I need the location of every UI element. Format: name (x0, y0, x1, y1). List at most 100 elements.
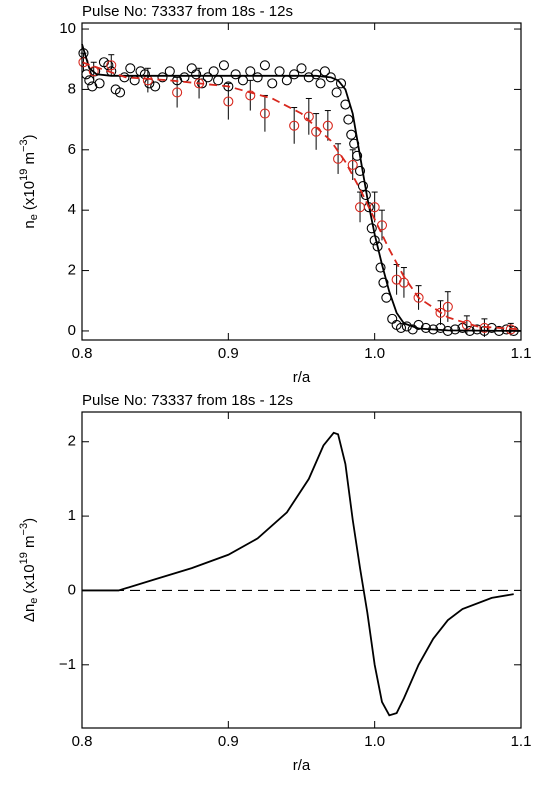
fit-line (81, 43, 522, 332)
y-axis-label-part: n (21, 220, 38, 228)
data-point (103, 60, 114, 71)
chart-title: Pulse No: 73337 from 18s - 12s (82, 392, 293, 409)
y-tick-label: 6 (68, 141, 76, 158)
data-point (472, 324, 483, 335)
y-axis-label-part: (x10 (21, 564, 38, 593)
y-axis-label-part: ) (21, 134, 38, 139)
data-point (372, 241, 383, 252)
y-axis-label-part: −3 (18, 139, 30, 152)
data-point (164, 66, 175, 77)
data-point (387, 313, 398, 324)
data-point (354, 202, 366, 213)
data-point (237, 75, 249, 86)
data-point (346, 129, 357, 140)
chart-title: Pulse No: 73337 from 18s - 12s (82, 3, 293, 20)
data-point (395, 322, 407, 333)
data-point (354, 165, 366, 176)
data-point (289, 120, 300, 131)
data-point (435, 307, 446, 318)
data-point (172, 87, 183, 98)
data-point (347, 159, 358, 170)
data-point (311, 69, 322, 80)
x-tick-label: 0.9 (218, 345, 239, 362)
data-point (157, 72, 168, 83)
data-point (191, 69, 202, 80)
y-axis-label-part: m (21, 535, 38, 552)
data-point (343, 114, 354, 125)
data-point (296, 63, 307, 74)
x-tick-label: 0.8 (72, 345, 93, 362)
y-axis-label-part: m (21, 152, 38, 169)
data-point (87, 81, 98, 92)
data-point (281, 75, 292, 86)
data-point (223, 96, 234, 107)
data-point (186, 63, 197, 74)
y-tick-label: 4 (68, 201, 76, 218)
x-axis-label: r/a (293, 757, 311, 774)
data-point (252, 72, 263, 83)
y-tick-label: 0 (68, 581, 76, 598)
data-point (208, 66, 219, 77)
y-axis-label-part: e (28, 598, 40, 604)
fit-line (81, 61, 522, 331)
data-point (245, 66, 256, 77)
data-point (218, 60, 229, 71)
data-point (357, 180, 369, 192)
x-tick-label: 1.0 (364, 345, 385, 362)
data-point (375, 262, 386, 273)
y-axis-label: Δne (x1019 m−3) (18, 518, 40, 622)
y-axis-label-part: −3 (18, 523, 30, 536)
y-axis-label-part: (x10 (21, 181, 38, 210)
y-axis-label-part: e (28, 214, 40, 220)
data-point (319, 66, 330, 77)
y-axis-label-part: 19 (18, 169, 30, 181)
x-tick-label: 0.8 (72, 733, 93, 750)
y-tick-label: 0 (68, 322, 76, 339)
y-tick-label: 2 (68, 262, 76, 279)
data-point (322, 120, 333, 131)
y-tick-label: 10 (59, 20, 76, 37)
data-point (230, 69, 241, 80)
data-point (274, 66, 285, 77)
fit-line (82, 431, 514, 717)
data-point (114, 87, 126, 98)
y-tick-label: −1 (59, 656, 76, 673)
data-point (391, 274, 402, 285)
y-tick-label: 2 (68, 433, 76, 450)
y-axis-label-part: 19 (18, 552, 30, 564)
data-point (245, 90, 256, 101)
y-tick-label: 8 (68, 80, 76, 97)
data-point (106, 60, 117, 71)
y-axis-label-part: ) (21, 518, 38, 523)
y-axis-label: ne (x1019 m−3) (18, 134, 40, 228)
data-point (267, 78, 278, 89)
data-point (442, 301, 453, 312)
x-tick-label: 0.9 (218, 733, 239, 750)
data-point (315, 78, 326, 89)
data-point (88, 66, 99, 77)
data-point (303, 72, 314, 83)
data-point (150, 81, 161, 92)
data-point (335, 78, 347, 89)
y-axis-label-part: Δn (21, 604, 38, 622)
plot-frame (81, 411, 522, 729)
data-point (213, 75, 224, 86)
data-point (119, 72, 130, 83)
data-point (450, 324, 461, 335)
data-point (369, 202, 380, 213)
data-point (125, 63, 136, 74)
x-axis-label: r/a (293, 369, 311, 386)
data-point (94, 78, 105, 89)
data-point (378, 277, 389, 288)
x-tick-label: 1.1 (511, 345, 532, 362)
x-tick-label: 1.1 (511, 733, 532, 750)
data-point (413, 292, 424, 303)
data-point (259, 60, 270, 71)
plot-frame (81, 22, 522, 341)
data-point (331, 87, 342, 98)
y-tick-label: 1 (68, 507, 76, 524)
data-point (289, 69, 300, 80)
data-point (259, 108, 270, 119)
